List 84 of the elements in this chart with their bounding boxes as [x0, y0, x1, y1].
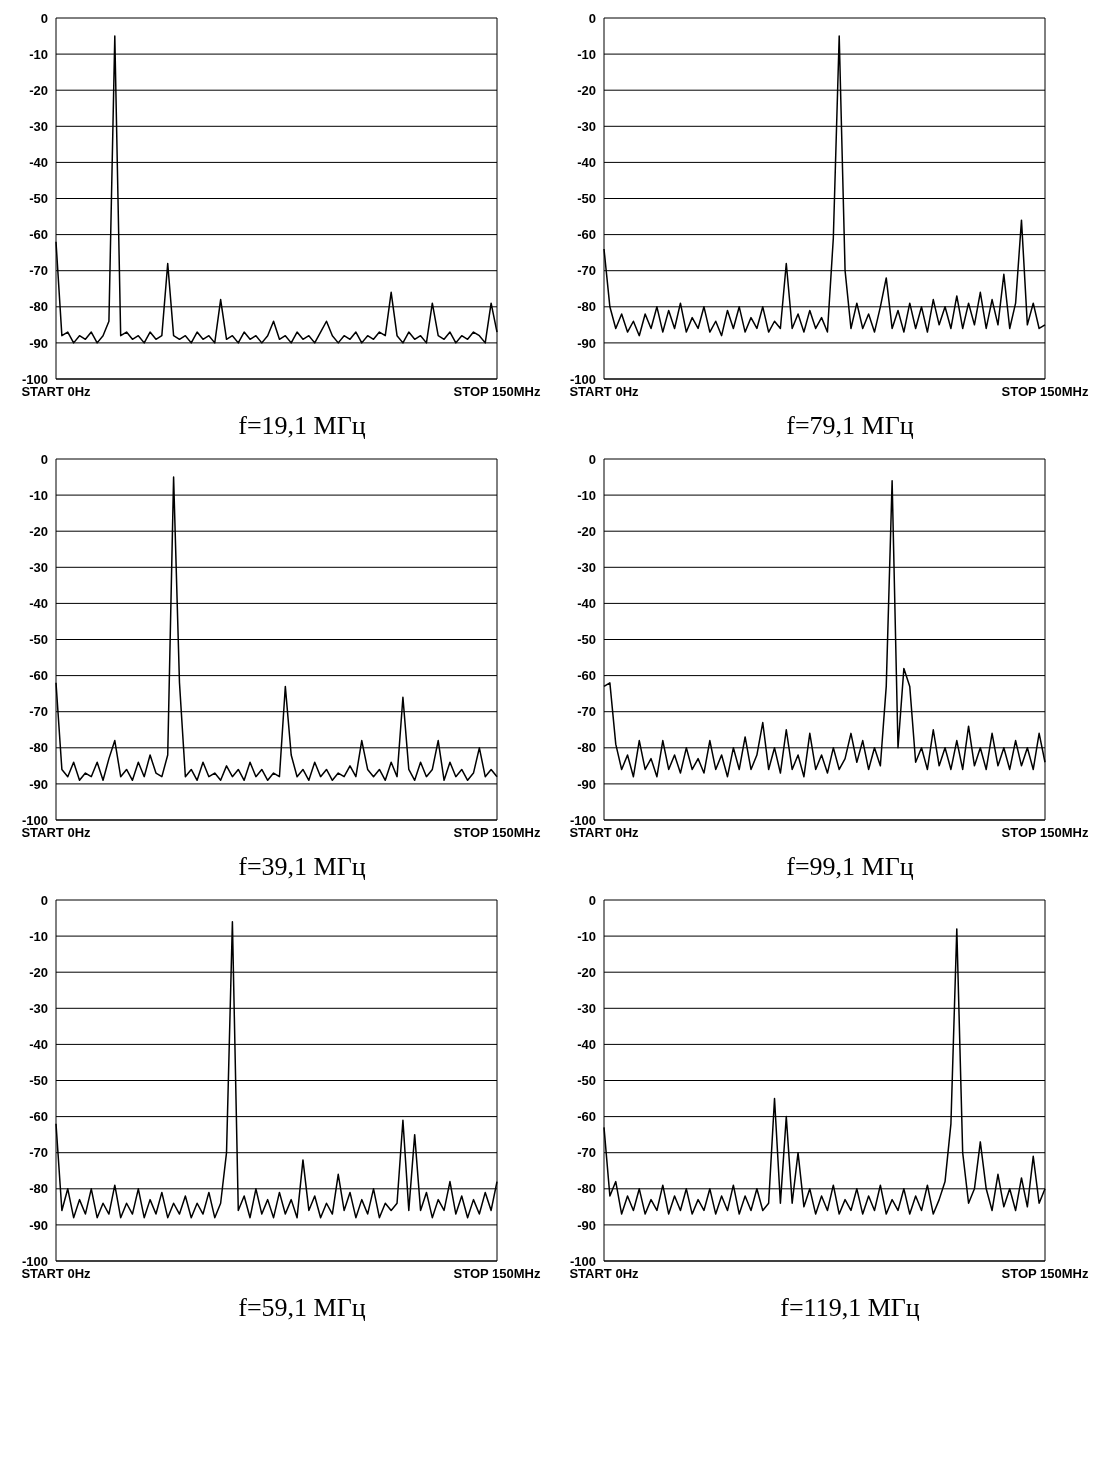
- y-tick-label: -40: [577, 596, 596, 612]
- y-tick-label: -30: [29, 559, 48, 575]
- y-tick-label: -100: [21, 371, 48, 387]
- y-tick-label: 0: [588, 892, 596, 908]
- y-tick-label: -50: [577, 632, 596, 648]
- y-tick-label: -70: [577, 263, 596, 279]
- y-tick-label: 0: [40, 10, 48, 26]
- text: f=59,1 МГц: [237, 1293, 367, 1323]
- y-tick-label: -90: [29, 335, 48, 351]
- y-tick-label: -90: [29, 1217, 48, 1233]
- y-tick-label: -100: [21, 1253, 48, 1269]
- y-tick-label: -60: [29, 227, 48, 243]
- y-tick-label: -100: [569, 1253, 596, 1269]
- text: f=39,1 МГц: [237, 852, 367, 882]
- y-tick-label: -60: [577, 1109, 596, 1125]
- y-tick-label: 0: [588, 451, 596, 467]
- y-tick-label: -40: [577, 1037, 596, 1053]
- y-tick-label: -50: [577, 191, 596, 207]
- y-tick-label: -10: [29, 487, 48, 503]
- x-tick-label: STOP 150MHz: [453, 384, 541, 400]
- y-tick-label: -90: [29, 776, 48, 792]
- x-tick-label: START 0Hz: [569, 1266, 640, 1282]
- y-tick-label: -40: [29, 1037, 48, 1053]
- y-tick-label: -30: [577, 118, 596, 134]
- y-tick-label: 0: [40, 451, 48, 467]
- y-tick-label: -30: [577, 1000, 596, 1016]
- x-tick-label: START 0Hz: [569, 825, 640, 841]
- x-tick-label: START 0Hz: [21, 825, 92, 841]
- y-tick-label: -80: [577, 1181, 596, 1197]
- y-tick-label: -70: [577, 1145, 596, 1161]
- y-tick-label: -60: [577, 668, 596, 684]
- y-tick-label: -10: [577, 928, 596, 944]
- y-tick-label: -90: [577, 776, 596, 792]
- x-tick-label: START 0Hz: [569, 384, 640, 400]
- y-tick-label: -60: [29, 1109, 48, 1125]
- text: f=19,1 МГц: [237, 411, 367, 441]
- x-tick-label: START 0Hz: [21, 1266, 92, 1282]
- x-tick-label: STOP 150MHz: [1001, 825, 1089, 841]
- text: f=119,1 МГц: [779, 1293, 921, 1323]
- x-tick-label: START 0Hz: [21, 384, 92, 400]
- y-tick-label: -10: [29, 46, 48, 62]
- y-tick-label: -50: [29, 1073, 48, 1089]
- x-tick-label: STOP 150MHz: [1001, 384, 1089, 400]
- y-tick-label: -10: [577, 46, 596, 62]
- y-tick-label: -30: [577, 559, 596, 575]
- y-tick-label: -50: [577, 1073, 596, 1089]
- y-tick-label: -80: [29, 1181, 48, 1197]
- y-tick-label: -80: [29, 299, 48, 315]
- y-tick-label: -70: [29, 1145, 48, 1161]
- y-tick-label: -70: [29, 263, 48, 279]
- x-tick-label: STOP 150MHz: [453, 1266, 541, 1282]
- y-tick-label: -40: [577, 155, 596, 171]
- y-tick-label: -100: [21, 812, 48, 828]
- x-tick-label: STOP 150MHz: [453, 825, 541, 841]
- text: f=99,1 МГц: [785, 852, 915, 882]
- y-tick-label: -90: [577, 1217, 596, 1233]
- y-tick-label: -40: [29, 155, 48, 171]
- y-tick-label: -30: [29, 118, 48, 134]
- y-tick-label: -40: [29, 596, 48, 612]
- y-tick-label: -20: [29, 964, 48, 980]
- y-tick-label: -80: [577, 740, 596, 756]
- y-tick-label: -70: [577, 704, 596, 720]
- y-tick-label: -100: [569, 812, 596, 828]
- y-tick-label: -50: [29, 632, 48, 648]
- y-tick-label: -70: [29, 704, 48, 720]
- y-tick-label: 0: [40, 892, 48, 908]
- y-tick-label: 0: [588, 10, 596, 26]
- text: f=79,1 МГц: [785, 411, 915, 441]
- y-tick-label: -100: [569, 371, 596, 387]
- y-tick-label: -50: [29, 191, 48, 207]
- y-tick-label: -20: [577, 964, 596, 980]
- y-tick-label: -80: [29, 740, 48, 756]
- x-tick-label: STOP 150MHz: [1001, 1266, 1089, 1282]
- y-tick-label: -10: [29, 928, 48, 944]
- y-tick-label: -60: [29, 668, 48, 684]
- y-tick-label: -20: [577, 523, 596, 539]
- y-tick-label: -20: [29, 523, 48, 539]
- y-tick-label: -10: [577, 487, 596, 503]
- y-tick-label: -90: [577, 335, 596, 351]
- y-tick-label: -20: [577, 82, 596, 98]
- y-tick-label: -20: [29, 82, 48, 98]
- y-tick-label: -80: [577, 299, 596, 315]
- y-tick-label: -60: [577, 227, 596, 243]
- y-tick-label: -30: [29, 1000, 48, 1016]
